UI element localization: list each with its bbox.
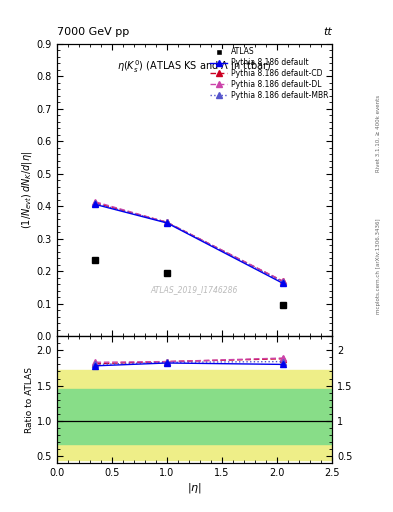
Y-axis label: Ratio to ATLAS: Ratio to ATLAS <box>25 367 34 433</box>
Text: ATLAS_2019_I1746286: ATLAS_2019_I1746286 <box>151 285 238 294</box>
Text: 7000 GeV pp: 7000 GeV pp <box>57 27 129 37</box>
Text: Rivet 3.1.10, ≥ 400k events: Rivet 3.1.10, ≥ 400k events <box>376 95 380 172</box>
Bar <box>57 389 332 444</box>
X-axis label: $|\eta|$: $|\eta|$ <box>187 481 202 495</box>
Text: mcplots.cern.ch [arXiv:1306.3436]: mcplots.cern.ch [arXiv:1306.3436] <box>376 219 380 314</box>
Text: $\eta(K^0_s)$ (ATLAS KS and $\Lambda$ in ttbar): $\eta(K^0_s)$ (ATLAS KS and $\Lambda$ in… <box>118 58 272 75</box>
Bar <box>57 370 332 460</box>
Legend: ATLAS, Pythia 8.186 default, Pythia 8.186 default-CD, Pythia 8.186 default-DL, P: ATLAS, Pythia 8.186 default, Pythia 8.18… <box>210 47 328 100</box>
Text: tt: tt <box>323 27 332 37</box>
Y-axis label: $(1/N_{evt})\,dN_K/d|\eta|$: $(1/N_{evt})\,dN_K/d|\eta|$ <box>20 151 34 229</box>
